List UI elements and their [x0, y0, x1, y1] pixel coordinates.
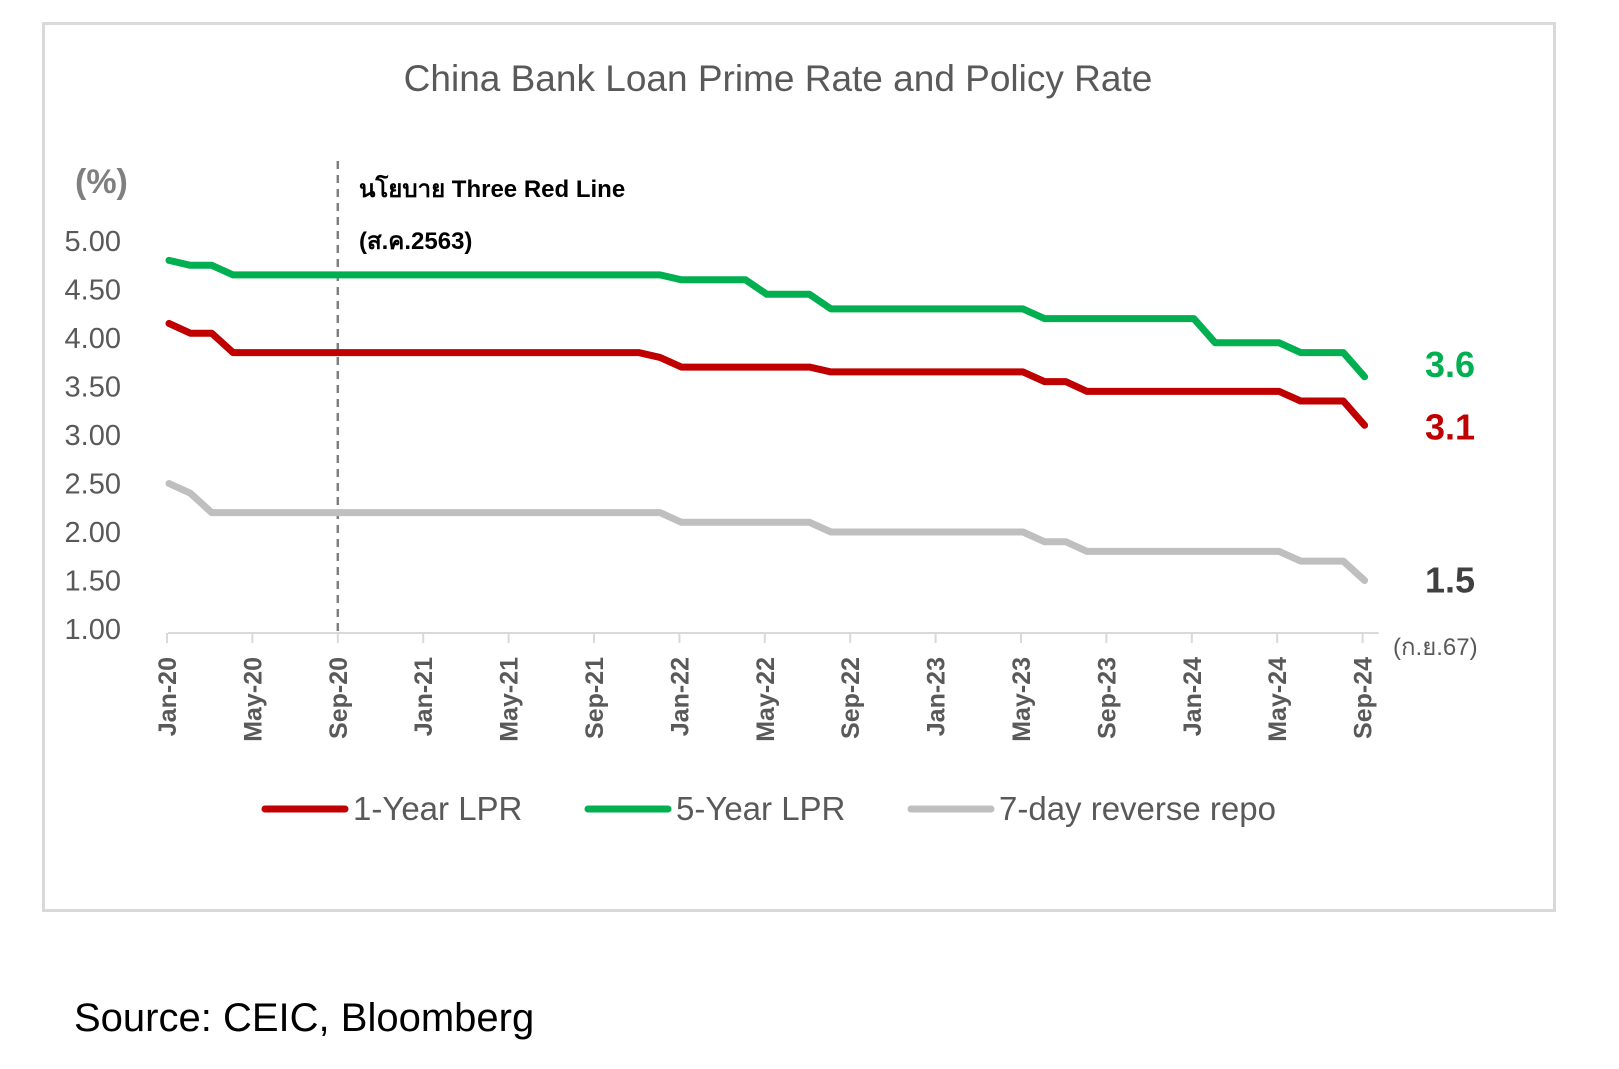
x-tick-label: May-23: [1008, 657, 1036, 742]
x-tick-label: Sep-23: [1093, 657, 1121, 739]
y-tick-label: 2.00: [65, 517, 121, 549]
x-tick-label: Sep-21: [581, 657, 609, 739]
y-axis-unit-label: (%): [75, 163, 128, 201]
series-line-1-year-lpr: [165, 319, 1369, 429]
x-tick-label: May-20: [239, 657, 267, 742]
chart-title: China Bank Loan Prime Rate and Policy Ra…: [404, 58, 1153, 99]
legend-label: 7-day reverse repo: [999, 790, 1276, 827]
x-tick-label: Jan-20: [154, 657, 182, 736]
y-tick-label: 3.00: [65, 420, 121, 452]
latest-date-note: (ก.ย.67): [1393, 634, 1478, 661]
y-tick-label: 1.00: [65, 614, 121, 646]
end-value-label: 3.1: [1425, 406, 1475, 447]
chart-frame: China Bank Loan Prime Rate and Policy Ra…: [42, 22, 1556, 912]
x-tick-label: Jan-22: [666, 657, 694, 736]
chart-svg: China Bank Loan Prime Rate and Policy Ra…: [65, 58, 1478, 827]
y-tick-label: 4.50: [65, 275, 121, 307]
x-tick-label: Sep-24: [1350, 657, 1378, 739]
y-axis-ticks: 5.00 4.50 4.00 3.50 3.00 2.50 2.00 1.50 1.00: [65, 226, 121, 646]
y-tick-label: 3.50: [65, 372, 121, 404]
x-tick-label: Jan-23: [923, 657, 951, 736]
y-tick-label: 5.00: [65, 226, 121, 258]
x-tick-label: May-24: [1264, 657, 1292, 742]
series-line-5-year-lpr: [165, 256, 1369, 381]
y-tick-label: 2.50: [65, 469, 121, 501]
legend-label: 1-Year LPR: [353, 790, 522, 827]
end-value-label: 3.6: [1425, 344, 1475, 385]
x-tick-label: May-22: [752, 657, 780, 742]
legend: 1-Year LPR 5-Year LPR 7-day reverse repo: [261, 790, 1276, 827]
x-axis: [166, 632, 1379, 643]
series-line-7-day-reverse-repo: [165, 480, 1369, 584]
x-tick-label: Jan-21: [410, 657, 438, 736]
annotation-policy-date: (ส.ค.2563): [359, 228, 472, 255]
source-note: Source: CEIC, Bloomberg: [74, 996, 535, 1040]
x-tick-label: Jan-24: [1179, 657, 1207, 736]
x-axis-tick-labels: Jan-20 May-20 Sep-20 Jan-21 May-21 Sep-21 Jan-…: [154, 657, 1378, 742]
end-value-labels: 3.6 3.1 1.5: [1425, 344, 1475, 601]
legend-label: 5-Year LPR: [676, 790, 845, 827]
y-tick-label: 4.00: [65, 323, 121, 355]
x-tick-label: Sep-22: [837, 657, 865, 739]
x-tick-label: May-21: [496, 657, 524, 742]
end-value-label: 1.5: [1425, 560, 1475, 601]
series-lines: [165, 256, 1369, 584]
annotation-policy-name: นโยบาย Three Red Line: [359, 174, 625, 203]
y-tick-label: 1.50: [65, 566, 121, 598]
x-tick-label: Sep-20: [325, 657, 353, 739]
